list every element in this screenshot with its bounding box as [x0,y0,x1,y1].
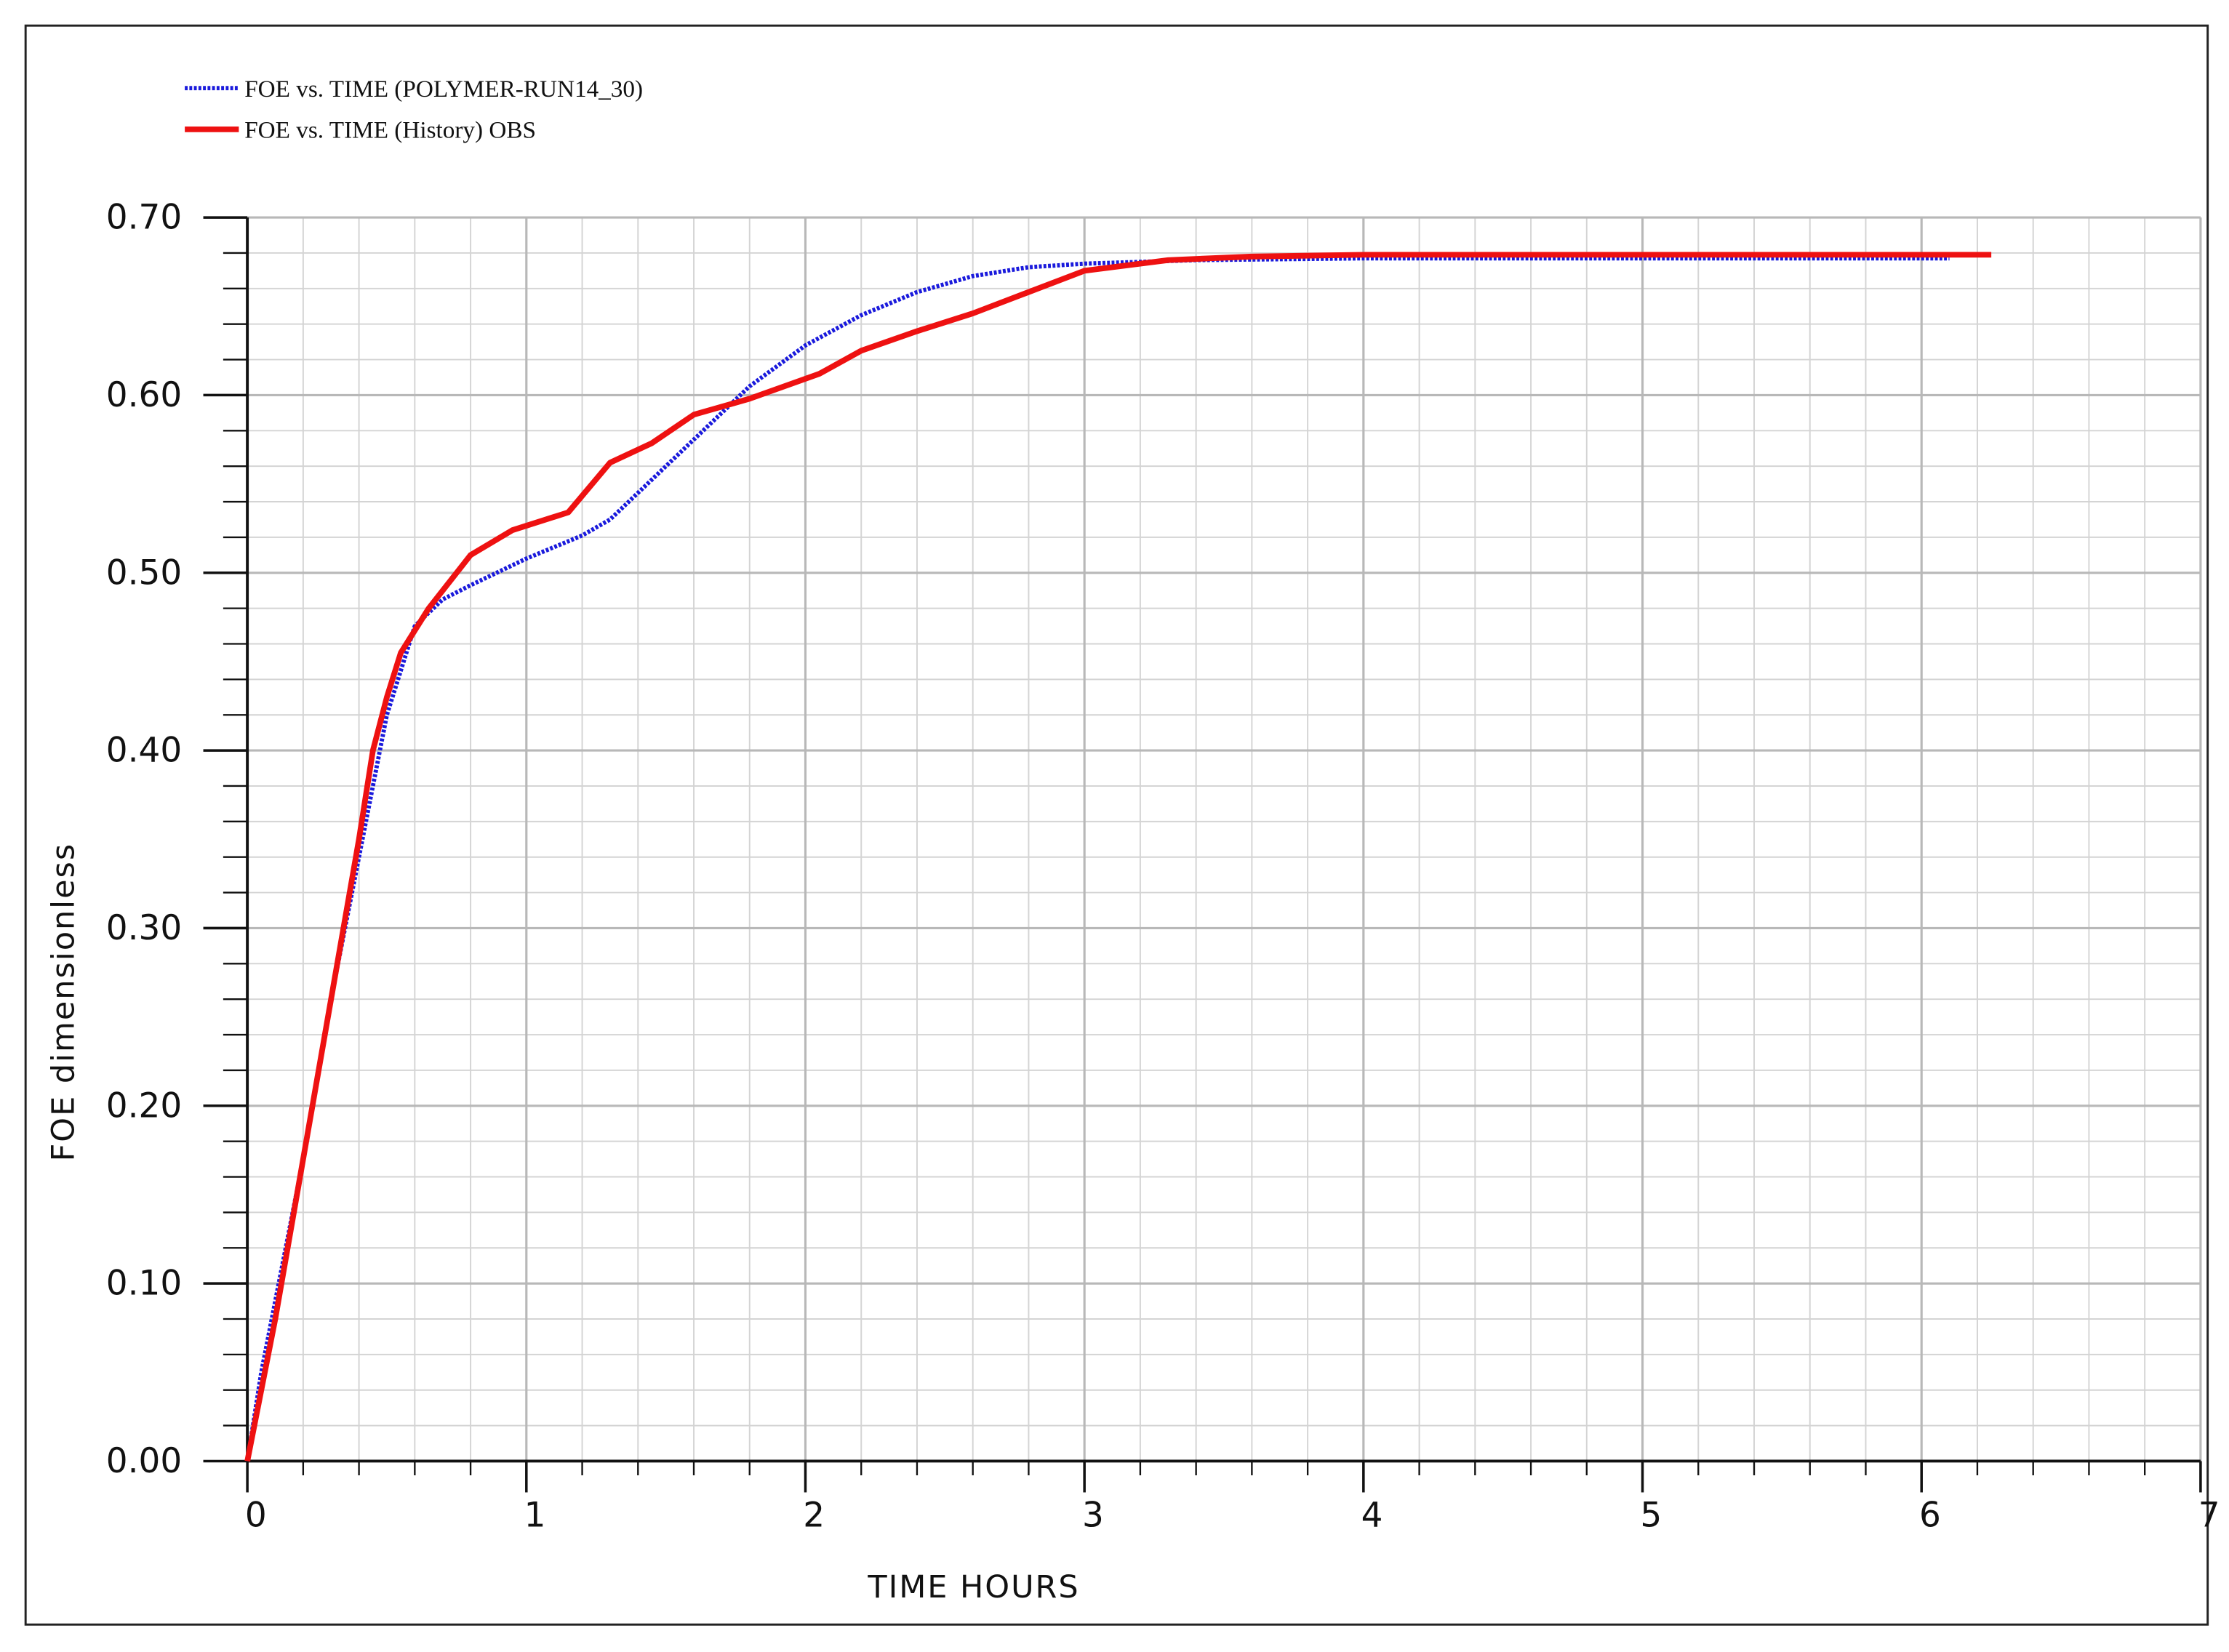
x-tick-label: 2 [803,1495,825,1535]
series-line [244,252,1992,1462]
x-tick-label: 0 [245,1495,267,1535]
x-tick-label: 1 [524,1495,546,1535]
x-tick-label: 5 [1640,1495,1662,1535]
plot-lines [244,252,1992,1462]
x-tick-label: 3 [1082,1495,1104,1535]
y-tick-label: 0.20 [106,1086,182,1126]
y-tick-label: 0.50 [106,553,182,593]
axes: 0.00 0.10 0.20 0.30 0.40 0.50 0.60 0.70 0 1 2 3 4 5 6 7 [106,198,2220,1536]
legend-label: FOE vs. TIME (POLYMER-RUN14_30) [244,76,643,103]
x-tick-label: 4 [1361,1495,1383,1535]
y-tick-label: 0.00 [106,1441,182,1481]
y-tick-label: 0.40 [106,731,182,771]
x-axis-label: TIME HOURS [867,1569,1079,1605]
x-tick-label: 7 [2198,1495,2220,1535]
legend: FOE vs. TIME (POLYMER-RUN14_30) FOE vs. T… [185,76,643,144]
y-tick-label: 0.60 [106,375,182,415]
y-axis-label: FOE dimensionless [46,843,82,1162]
x-tick-label: 6 [1919,1495,1941,1535]
y-tick-label: 0.10 [106,1264,182,1304]
y-tick-label: 0.30 [106,908,182,948]
chart-frame [24,24,2209,1626]
y-tick-label: 0.70 [106,198,182,238]
legend-label: FOE vs. TIME (History) OBS [244,117,536,144]
